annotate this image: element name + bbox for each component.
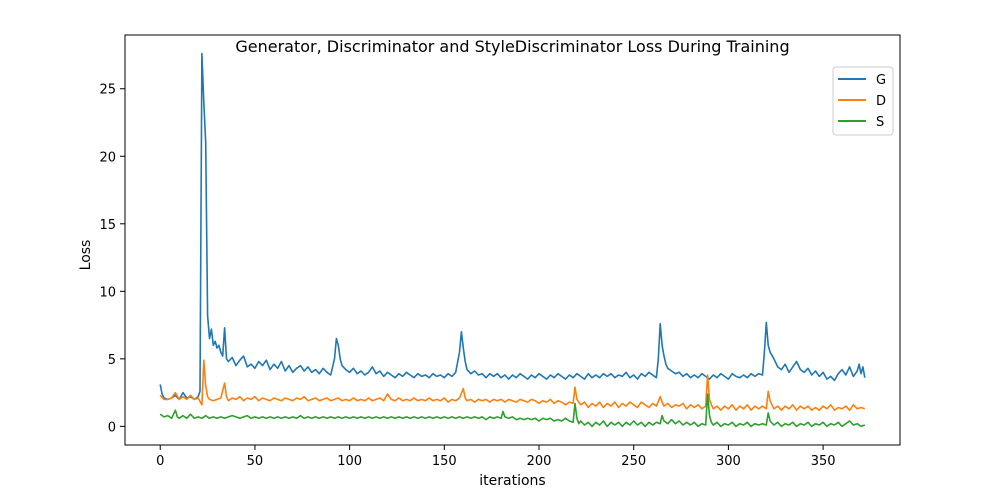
x-tick-label: 200 [527, 454, 552, 469]
y-tick-label: 0 [108, 420, 116, 435]
chart-title: Generator, Discriminator and StyleDiscri… [235, 37, 789, 56]
y-axis: 0 5 10 15 20 25 [99, 83, 125, 435]
series-line-G [159, 52, 866, 401]
legend: GDS [832, 66, 894, 136]
y-tick-label: 25 [99, 83, 116, 98]
y-tick-label: 15 [99, 218, 116, 233]
x-tick-label: 250 [621, 454, 646, 469]
x-tick-label: 100 [337, 454, 362, 469]
x-tick-label: 0 [156, 454, 164, 469]
x-tick-label: 300 [716, 454, 741, 469]
x-axis: 0 50 100 150 200 250 300 350 [156, 445, 836, 469]
series-line-D [159, 359, 866, 412]
legend-label-S: S [876, 115, 884, 130]
y-tick-label: 20 [99, 150, 116, 165]
y-tick-label: 10 [99, 285, 116, 300]
legend-label-G: G [876, 73, 886, 88]
x-axis-label: iterations [479, 473, 545, 489]
series-line-S [159, 393, 866, 428]
y-tick-label: 5 [108, 353, 116, 368]
x-tick-label: 50 [247, 454, 264, 469]
plot-area [159, 52, 866, 428]
legend-label-D: D [876, 94, 886, 109]
x-tick-label: 150 [432, 454, 457, 469]
x-tick-label: 350 [811, 454, 836, 469]
y-axis-label: Loss [78, 240, 94, 271]
axes-frame [124, 34, 901, 446]
